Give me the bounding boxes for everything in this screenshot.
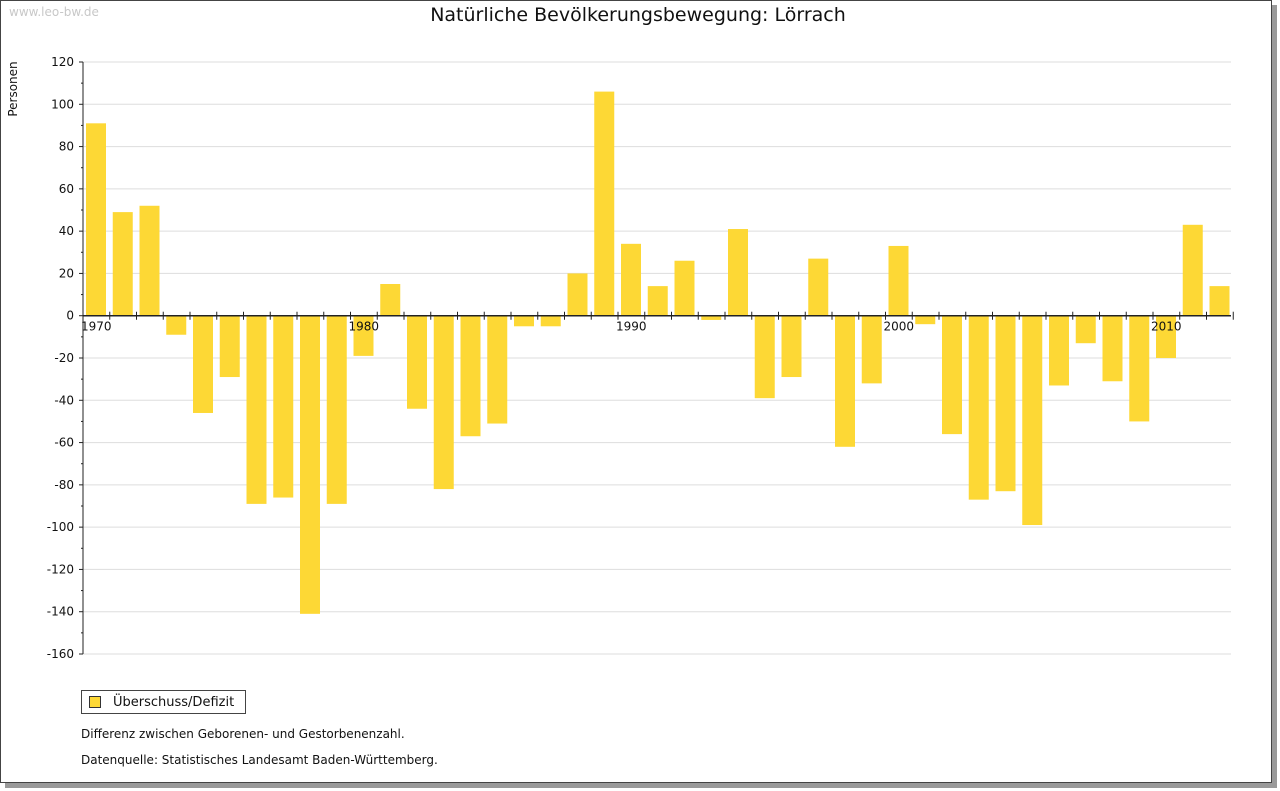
- bar-2004: [995, 315, 1016, 492]
- bar-1999: [861, 315, 882, 384]
- x-tick-label-2010: 2010: [1151, 320, 1182, 334]
- bar-2008: [1102, 315, 1123, 382]
- bar-2011: [1182, 224, 1203, 316]
- legend: Überschuss/Defizit: [81, 690, 247, 714]
- y-tick-label: -140: [47, 605, 74, 619]
- y-tick-label: 100: [51, 97, 74, 111]
- y-tick-label: -100: [47, 520, 74, 534]
- chart-note-difference: Differenz zwischen Geborenen- und Gestor…: [81, 727, 405, 741]
- bar-1993: [701, 315, 722, 320]
- bar-2003: [968, 315, 989, 500]
- bar-1982: [407, 315, 427, 409]
- bar-2009: [1129, 315, 1150, 422]
- bar-1987: [540, 315, 561, 327]
- bar-1971: [112, 212, 133, 316]
- chart-note-source: Datenquelle: Statistisches Landesamt Bad…: [81, 753, 438, 767]
- y-tick-label: -120: [47, 562, 74, 576]
- x-tick-label-1970: 1970: [81, 320, 112, 334]
- bar-1977: [273, 315, 294, 498]
- bar-2012: [1209, 286, 1230, 316]
- y-tick-label: 120: [51, 55, 74, 69]
- bar-1988: [567, 273, 588, 316]
- bar-2002: [942, 315, 962, 435]
- bar-1975: [219, 315, 240, 378]
- bar-2005: [1022, 315, 1043, 526]
- legend-swatch: [89, 696, 101, 708]
- bar-1976: [246, 315, 267, 504]
- x-tick-label-1990: 1990: [616, 320, 647, 334]
- bar-1991: [647, 286, 668, 316]
- y-tick-label: -60: [54, 436, 74, 450]
- y-axis-label: Personen: [6, 61, 20, 116]
- bar-1981: [380, 284, 401, 316]
- y-tick-label: 40: [59, 224, 74, 238]
- bar-1994: [728, 229, 748, 316]
- bar-1972: [139, 205, 160, 316]
- y-tick-label: -20: [54, 351, 74, 365]
- y-tick-label: -160: [47, 647, 74, 661]
- y-tick-label: -40: [54, 393, 74, 407]
- bar-1995: [754, 315, 775, 399]
- bar-1997: [808, 258, 829, 316]
- y-tick-label: -80: [54, 478, 74, 492]
- bar-2006: [1049, 315, 1069, 386]
- x-tick-label-2000: 2000: [884, 320, 915, 334]
- bar-2001: [915, 315, 936, 325]
- watermark: www.leo-bw.de: [9, 5, 99, 19]
- bar-2010: [1156, 315, 1176, 358]
- bar-1984: [460, 315, 481, 437]
- bar-1978: [300, 315, 320, 614]
- bar-1974: [193, 315, 213, 413]
- y-tick-label: 60: [59, 182, 74, 196]
- bar-1998: [835, 315, 855, 447]
- bar-1990: [621, 243, 641, 316]
- chart-title: Natürliche Bevölkerungsbewegung: Lörrach: [430, 4, 846, 26]
- bar-1989: [594, 91, 615, 316]
- bar-1986: [514, 315, 534, 327]
- legend-label: Überschuss/Defizit: [113, 694, 235, 710]
- x-tick-label-1980: 1980: [349, 320, 380, 334]
- bar-1979: [326, 315, 347, 504]
- bar-1992: [674, 260, 695, 316]
- bar-1983: [433, 315, 454, 490]
- y-tick-label: 20: [59, 266, 74, 280]
- bar-1973: [166, 315, 187, 335]
- chart-plot: 120 100 80 60 40 20 0 -20 -40 -60 -80 -100 -120 -140 -…: [6, 55, 1234, 661]
- bar-1996: [781, 315, 802, 378]
- bar-1980: [353, 315, 374, 356]
- bar-1970: [86, 123, 106, 316]
- bar-2007: [1075, 315, 1096, 344]
- y-tick-label: 0: [66, 309, 74, 323]
- y-tick-label: 80: [59, 140, 74, 154]
- bar-1985: [487, 315, 508, 424]
- bar-2000: [888, 245, 909, 316]
